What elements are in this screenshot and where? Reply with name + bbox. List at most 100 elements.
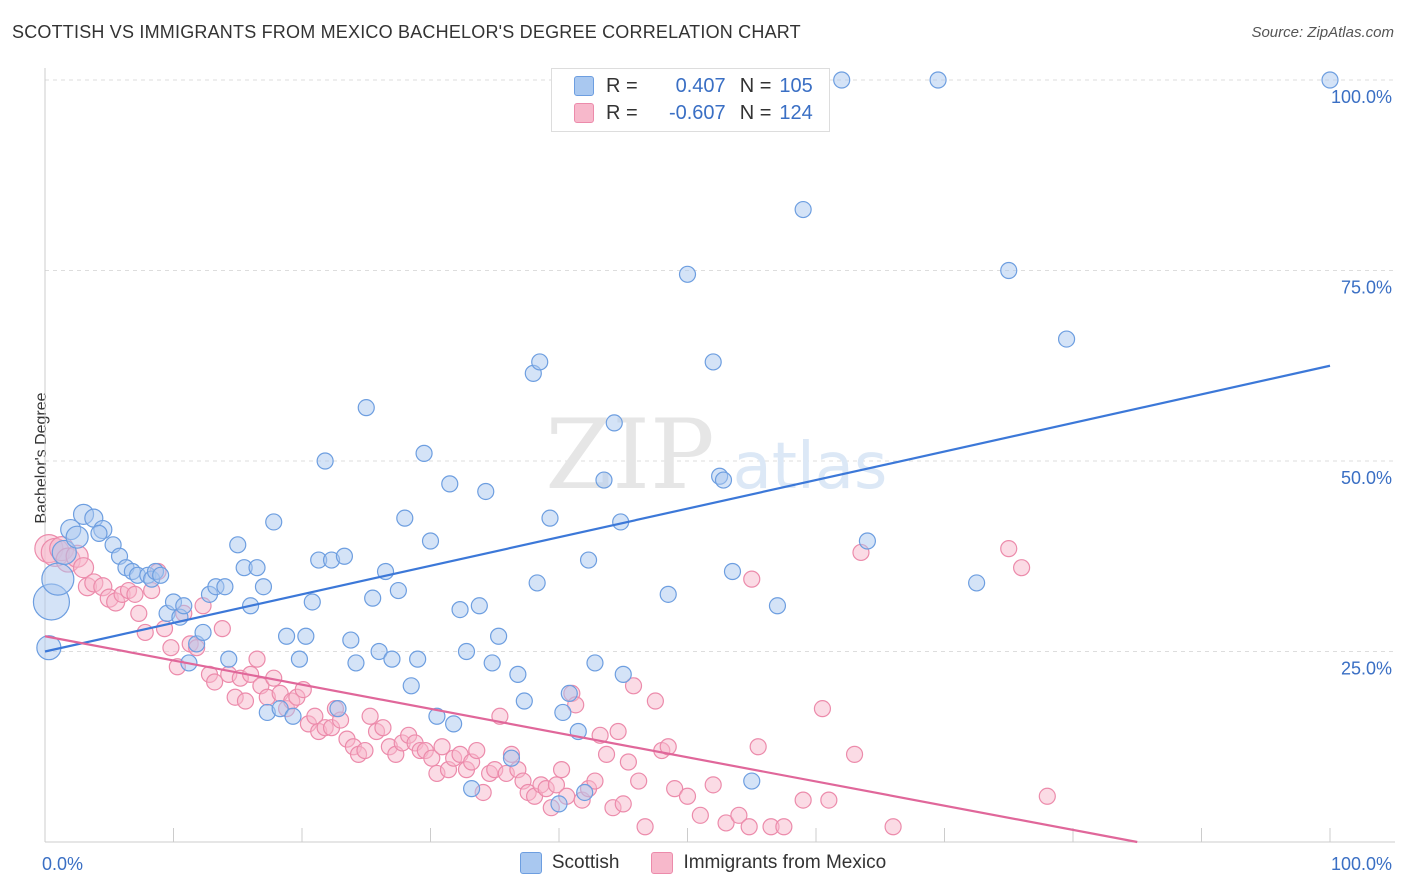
mexico-point xyxy=(552,761,571,779)
scottish-point xyxy=(277,627,296,645)
scottish-point xyxy=(550,795,568,813)
scottish-point xyxy=(152,566,170,584)
scottish-point xyxy=(1000,261,1018,280)
mexico-point xyxy=(236,692,255,710)
mexico-point xyxy=(884,818,902,836)
watermark: ZIP atlas xyxy=(545,399,887,511)
scottish-point xyxy=(175,597,193,615)
scottish-point xyxy=(65,525,89,549)
mexico-point xyxy=(740,818,758,836)
mexico-point xyxy=(845,745,864,763)
mexico-point xyxy=(433,738,451,756)
scottish-point xyxy=(560,684,578,703)
legend-r-value-mexico: -0.607 xyxy=(668,101,726,124)
scottish-point xyxy=(441,475,459,493)
scottish-point xyxy=(576,783,594,802)
legend-swatch-scottish xyxy=(519,852,542,874)
y-tick-label: 50.0% xyxy=(1341,468,1392,488)
mexico-point xyxy=(206,673,224,691)
mexico-point xyxy=(468,741,486,760)
scottish-point xyxy=(254,578,273,596)
scottish-point xyxy=(329,700,347,718)
mexico-point xyxy=(749,738,767,756)
scottish-point xyxy=(605,414,623,432)
scottish-point xyxy=(402,677,420,695)
scottish-point xyxy=(502,749,521,767)
scottish-point xyxy=(490,627,508,645)
scottish-point xyxy=(554,703,572,722)
legend-r-label: R = xyxy=(606,101,638,124)
scottish-trend-line xyxy=(44,364,1331,653)
scottish-point xyxy=(248,559,266,577)
scottish-point xyxy=(265,513,283,531)
source-label: Source: ZipAtlas.com xyxy=(1251,24,1394,41)
scottish-point xyxy=(290,650,309,668)
trend-lines xyxy=(44,364,1331,844)
scottish-point xyxy=(347,654,365,672)
scottish-point xyxy=(659,585,677,603)
legend-n-label: N = xyxy=(739,101,772,124)
legend-n-label: N = xyxy=(739,74,772,97)
legend-label-mexico: Immigrants from Mexico xyxy=(683,852,887,873)
mexico-point xyxy=(646,692,664,710)
scottish-point xyxy=(614,665,632,683)
scottish-point xyxy=(768,597,787,615)
mexico-point xyxy=(624,677,643,695)
legend-item-mexico[interactable]: Immigrants from Mexico xyxy=(651,852,886,874)
tick-labels: 100.0% 75.0% 50.0% 25.0% 0.0% 100.0% xyxy=(42,87,1392,874)
legend-row-mexico: R = -0.607 N = 124 xyxy=(574,100,813,126)
mexico-point xyxy=(1000,540,1018,558)
scottish-point xyxy=(678,265,697,283)
scottish-point xyxy=(743,772,761,790)
mexico-point xyxy=(130,604,148,623)
scottish-point xyxy=(297,627,315,645)
legend-r-label: R = xyxy=(606,74,638,97)
watermark-zip: ZIP xyxy=(545,399,714,511)
scottish-point xyxy=(541,509,559,527)
scottish-point xyxy=(457,642,476,661)
mexico-point xyxy=(619,753,637,771)
mexico-point xyxy=(586,772,604,790)
scottish-point xyxy=(396,509,414,527)
scottish-point xyxy=(284,707,302,725)
mexico-point xyxy=(636,818,654,836)
legend-n-value-mexico: 124 xyxy=(779,101,813,124)
scottish-point xyxy=(220,650,238,668)
mexico-point xyxy=(361,707,379,725)
chart-title: SCOTTISH VS IMMIGRANTS FROM MEXICO BACHE… xyxy=(12,22,801,42)
scottish-point xyxy=(303,593,321,611)
scottish-point xyxy=(515,692,533,710)
scottish-point xyxy=(229,536,247,554)
series-scottish-points xyxy=(32,71,1339,813)
watermark-atlas: atlas xyxy=(733,430,888,504)
scottish-point xyxy=(451,600,469,619)
stats-legend: R = 0.407 N = 105 R = -0.607 N = 124 xyxy=(551,68,830,132)
scottish-point xyxy=(968,574,986,592)
scottish-point xyxy=(342,631,360,649)
scottish-point xyxy=(528,574,546,592)
scottish-point xyxy=(216,578,234,596)
y-tick-label: 25.0% xyxy=(1341,659,1392,679)
legend-row-scottish: R = 0.407 N = 105 xyxy=(574,73,813,99)
scottish-point xyxy=(316,452,334,470)
scottish-point xyxy=(483,654,501,672)
mexico-point xyxy=(72,557,95,579)
scottish-point xyxy=(595,471,613,489)
y-tick-label: 75.0% xyxy=(1341,278,1392,298)
mexico-point xyxy=(666,780,684,798)
scottish-point xyxy=(858,532,877,550)
legend-swatch-mexico xyxy=(574,103,594,123)
mexico-point xyxy=(609,722,627,741)
scottish-point xyxy=(1321,71,1339,89)
mexico-point xyxy=(614,795,632,813)
scottish-point xyxy=(383,650,401,668)
mexico-point xyxy=(126,585,144,603)
mexico-point xyxy=(248,650,266,668)
scottish-point xyxy=(579,551,598,569)
mexico-point xyxy=(820,791,838,809)
x-tick-label-max: 100.0% xyxy=(1331,854,1392,874)
scottish-point xyxy=(389,581,407,600)
legend-item-scottish[interactable]: Scottish xyxy=(519,852,619,874)
legend-swatch-scottish xyxy=(574,76,594,96)
